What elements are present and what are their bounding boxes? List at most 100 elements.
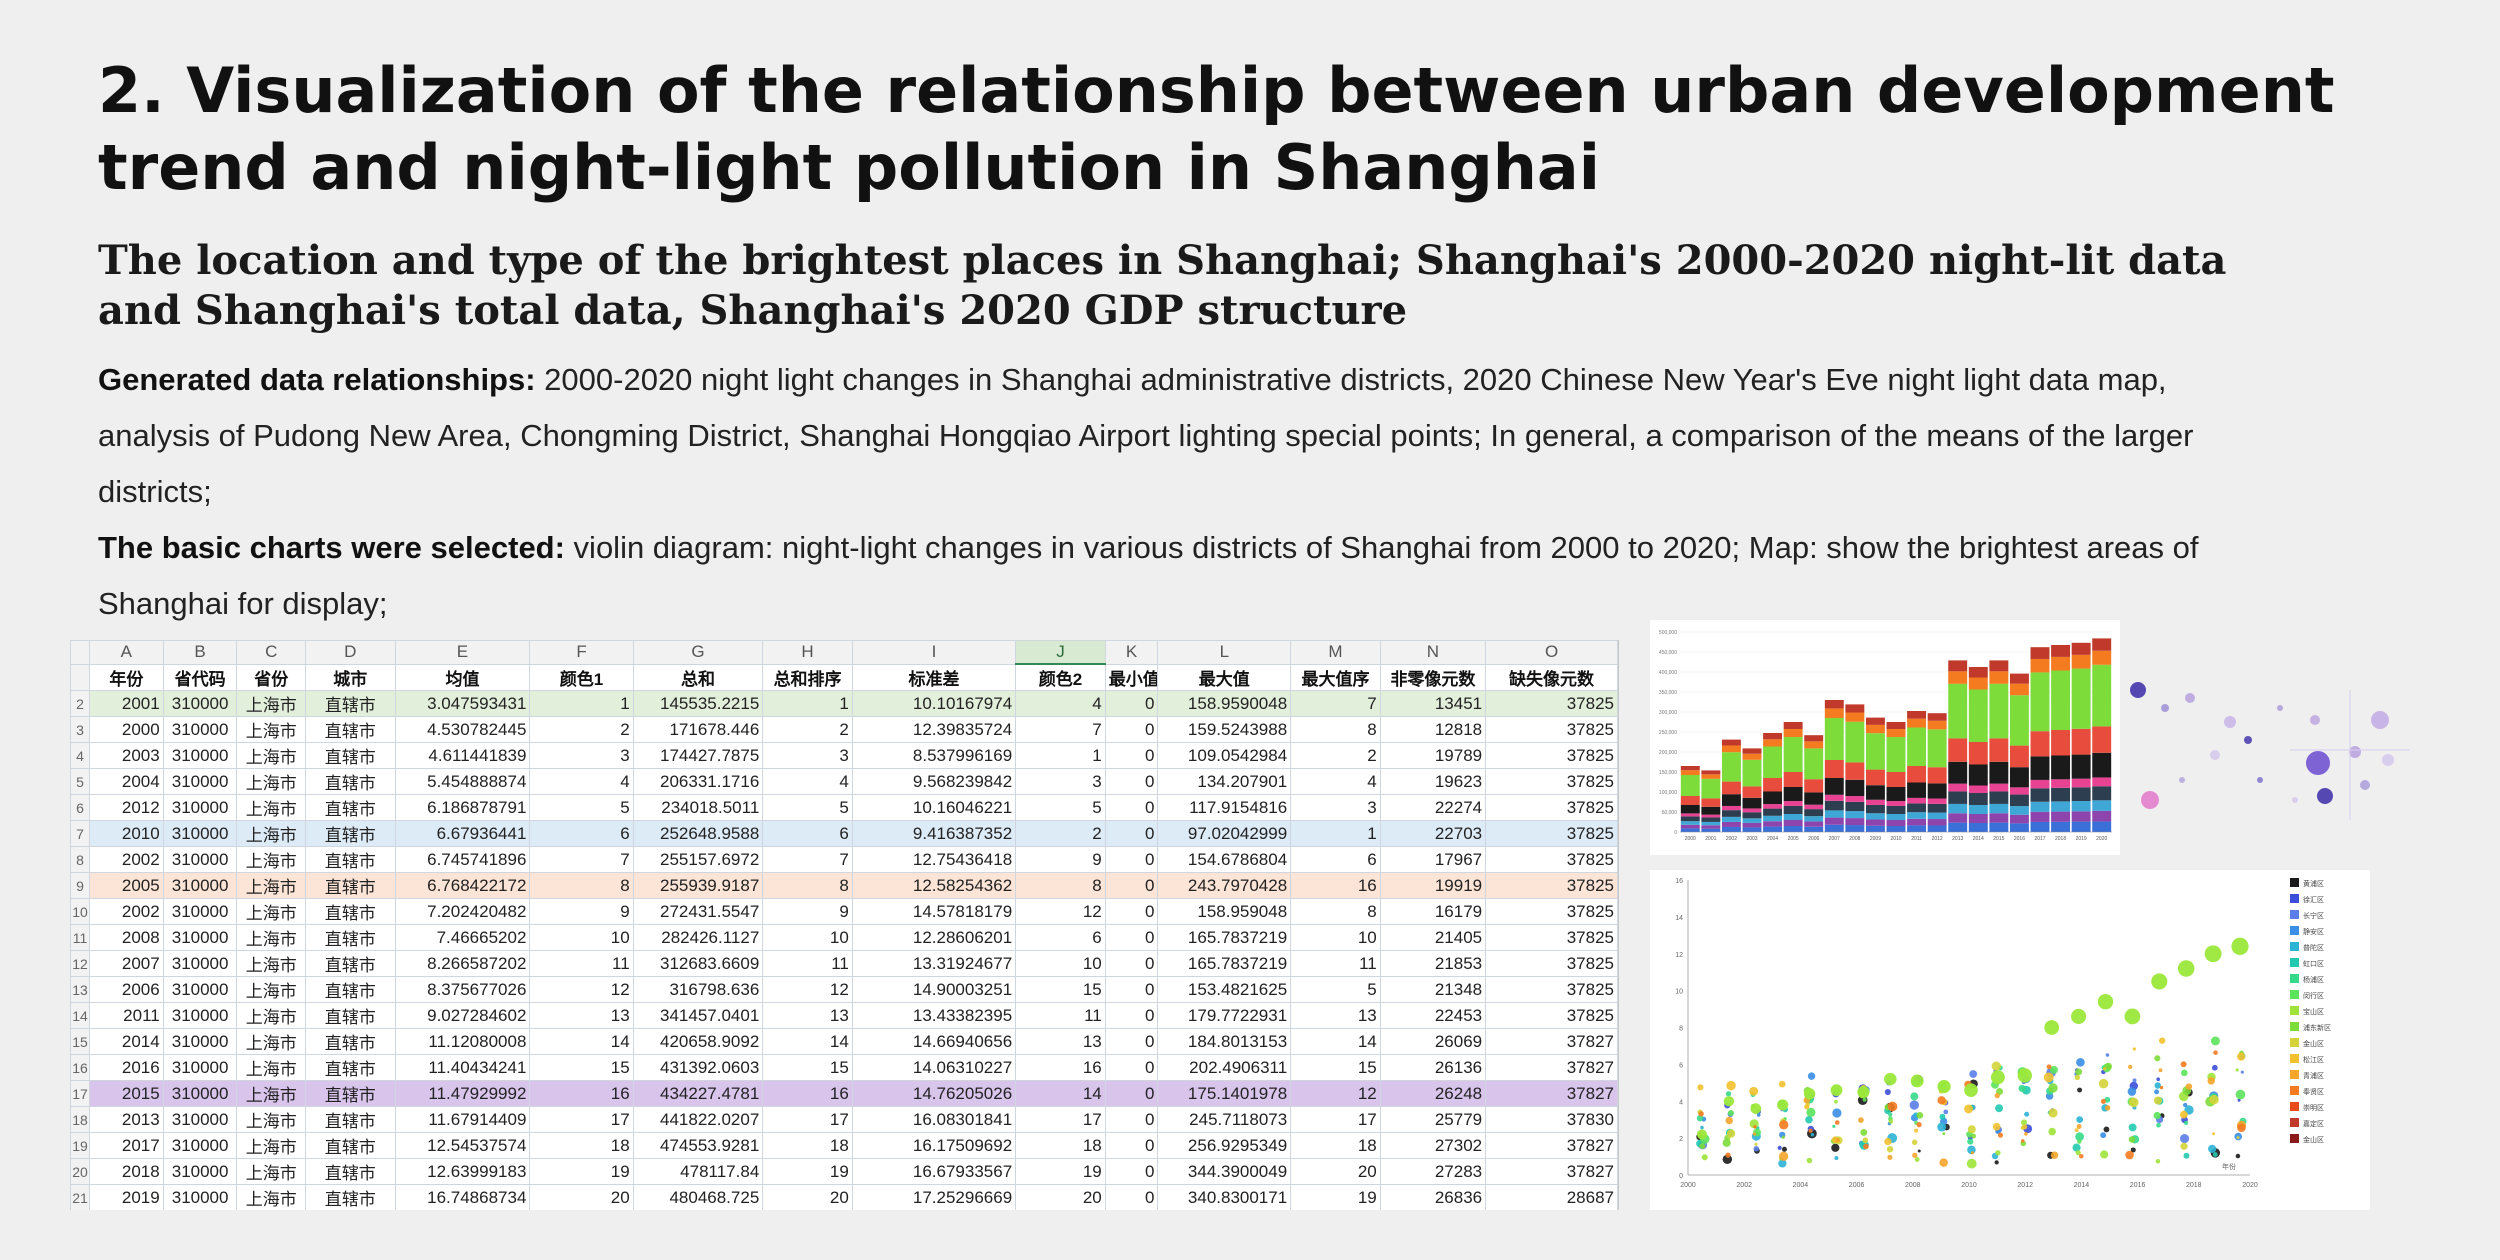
table-cell[interactable]: 13.31924677: [851, 950, 1017, 977]
table-cell[interactable]: 上海市: [236, 742, 306, 769]
row-number[interactable]: 7: [70, 820, 90, 847]
row-number[interactable]: 4: [70, 742, 90, 769]
table-cell[interactable]: 17967: [1379, 846, 1487, 873]
table-cell[interactable]: 8.375677026: [394, 976, 531, 1003]
table-cell[interactable]: 2005: [88, 872, 164, 899]
table-cell[interactable]: 154.6786804: [1157, 846, 1292, 873]
table-cell[interactable]: 16.08301841: [851, 1106, 1017, 1133]
table-cell[interactable]: 15: [1290, 1054, 1381, 1081]
table-cell[interactable]: 0: [1104, 846, 1159, 873]
table-cell[interactable]: 4.530782445: [394, 716, 531, 743]
table-cell[interactable]: 0: [1104, 1054, 1159, 1081]
table-cell[interactable]: 5: [1290, 976, 1381, 1003]
table-cell[interactable]: 9: [762, 898, 853, 925]
table-cell[interactable]: 2011: [88, 1002, 164, 1029]
table-cell[interactable]: 202.4906311: [1157, 1054, 1292, 1081]
table-cell[interactable]: 158.959048: [1157, 898, 1292, 925]
table-cell[interactable]: 8: [1290, 898, 1381, 925]
table-cell[interactable]: 12818: [1379, 716, 1487, 743]
table-cell[interactable]: 310000: [162, 716, 238, 743]
table-cell[interactable]: 37825: [1485, 794, 1618, 821]
table-cell[interactable]: 3: [762, 742, 853, 769]
table-cell[interactable]: 37825: [1485, 742, 1618, 769]
table-cell[interactable]: 上海市: [236, 768, 306, 795]
table-cell[interactable]: 上海市: [236, 1158, 306, 1185]
table-cell[interactable]: 13: [762, 1002, 853, 1029]
table-cell[interactable]: 37825: [1485, 690, 1618, 717]
row-number[interactable]: 21: [70, 1184, 90, 1210]
table-cell[interactable]: 12: [762, 976, 853, 1003]
table-cell[interactable]: 直辖市: [304, 1184, 396, 1210]
sheet-corner-cell[interactable]: [70, 640, 90, 665]
table-cell[interactable]: 310000: [162, 1158, 238, 1185]
table-cell[interactable]: 0: [1104, 1080, 1159, 1107]
table-cell[interactable]: 上海市: [236, 924, 306, 951]
table-cell[interactable]: 1: [1015, 742, 1106, 769]
table-cell[interactable]: 上海市: [236, 1184, 306, 1210]
table-cell[interactable]: 9.027284602: [394, 1002, 531, 1029]
table-cell[interactable]: 上海市: [236, 690, 306, 717]
table-cell[interactable]: 17: [762, 1106, 853, 1133]
column-letter-header[interactable]: D: [304, 640, 396, 665]
table-cell[interactable]: 28687: [1485, 1184, 1618, 1210]
table-cell[interactable]: 2015: [88, 1080, 164, 1107]
table-cell[interactable]: 310000: [162, 1002, 238, 1029]
table-cell[interactable]: 4: [529, 768, 634, 795]
table-cell[interactable]: 243.7970428: [1157, 872, 1292, 899]
table-cell[interactable]: 11.40434241: [394, 1054, 531, 1081]
table-cell[interactable]: 20: [1015, 1184, 1106, 1210]
table-cell[interactable]: 27302: [1379, 1132, 1487, 1159]
table-cell[interactable]: 14: [529, 1028, 634, 1055]
table-cell[interactable]: 14.90003251: [851, 976, 1017, 1003]
table-cell[interactable]: 12.63999183: [394, 1158, 531, 1185]
table-cell[interactable]: 2: [762, 716, 853, 743]
table-cell[interactable]: 直辖市: [304, 1002, 396, 1029]
table-cell[interactable]: 184.8013153: [1157, 1028, 1292, 1055]
table-cell[interactable]: 19: [529, 1158, 634, 1185]
table-cell[interactable]: 13: [529, 1002, 634, 1029]
table-cell[interactable]: 13.43382395: [851, 1002, 1017, 1029]
table-cell[interactable]: 310000: [162, 768, 238, 795]
table-cell[interactable]: 8: [1290, 716, 1381, 743]
table-cell[interactable]: 26248: [1379, 1080, 1487, 1107]
row-number[interactable]: 2: [70, 690, 90, 717]
table-cell[interactable]: 0: [1104, 872, 1159, 899]
table-cell[interactable]: 8.266587202: [394, 950, 531, 977]
table-cell[interactable]: 4: [1290, 768, 1381, 795]
table-cell[interactable]: 6: [1290, 846, 1381, 873]
table-cell[interactable]: 340.8300171: [1157, 1184, 1292, 1210]
table-cell[interactable]: 17: [1015, 1106, 1106, 1133]
table-cell[interactable]: 37825: [1485, 924, 1618, 951]
table-cell[interactable]: 4: [1015, 690, 1106, 717]
table-cell[interactable]: 37825: [1485, 950, 1618, 977]
table-cell[interactable]: 12.54537574: [394, 1132, 531, 1159]
table-cell[interactable]: 1: [529, 690, 634, 717]
column-letter-header[interactable]: F: [529, 640, 634, 665]
table-cell[interactable]: 6: [1015, 924, 1106, 951]
table-cell[interactable]: 0: [1104, 924, 1159, 951]
table-cell[interactable]: 10: [1015, 950, 1106, 977]
table-cell[interactable]: 145535.2215: [632, 690, 764, 717]
table-cell[interactable]: 159.5243988: [1157, 716, 1292, 743]
table-cell[interactable]: 19919: [1379, 872, 1487, 899]
row-number[interactable]: 8: [70, 846, 90, 873]
table-cell[interactable]: 11.12080008: [394, 1028, 531, 1055]
table-cell[interactable]: 17: [1290, 1106, 1381, 1133]
table-cell[interactable]: 0: [1104, 690, 1159, 717]
table-cell[interactable]: 10: [762, 924, 853, 951]
table-cell[interactable]: 37825: [1485, 846, 1618, 873]
row-number[interactable]: 17: [70, 1080, 90, 1107]
table-cell[interactable]: 19: [1290, 1184, 1381, 1210]
table-cell[interactable]: 37825: [1485, 820, 1618, 847]
column-letter-header[interactable]: E: [394, 640, 531, 665]
row-number[interactable]: 19: [70, 1132, 90, 1159]
table-cell[interactable]: 上海市: [236, 794, 306, 821]
table-cell[interactable]: 344.3900049: [1157, 1158, 1292, 1185]
table-cell[interactable]: 11: [529, 950, 634, 977]
table-cell[interactable]: 3: [529, 742, 634, 769]
table-cell[interactable]: 21405: [1379, 924, 1487, 951]
table-cell[interactable]: 12: [1290, 1080, 1381, 1107]
table-cell[interactable]: 1: [1290, 820, 1381, 847]
row-number[interactable]: 14: [70, 1002, 90, 1029]
table-cell[interactable]: 14: [1015, 1080, 1106, 1107]
